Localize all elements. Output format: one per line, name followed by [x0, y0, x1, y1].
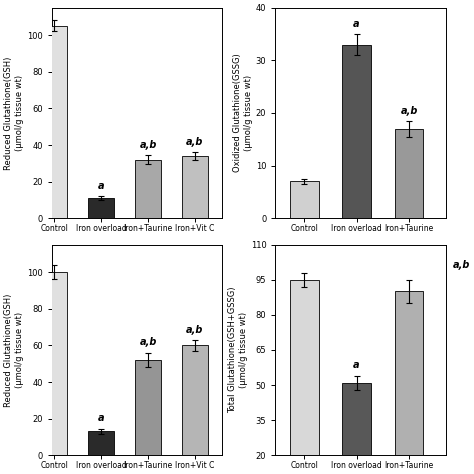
Text: a,b: a,b — [139, 337, 157, 347]
Y-axis label: Reduced Glutathione(GSH)
(μmol/g tissue wt): Reduced Glutathione(GSH) (μmol/g tissue … — [4, 293, 24, 407]
Bar — [290, 280, 319, 474]
Bar — [395, 292, 423, 474]
Bar — [88, 198, 114, 219]
Text: a,b: a,b — [401, 106, 418, 116]
Text: a,b: a,b — [139, 140, 157, 150]
Y-axis label: Oxidized Glutathione(GSSG)
(μmol/g tissue wt): Oxidized Glutathione(GSSG) (μmol/g tissu… — [233, 54, 253, 173]
Bar — [41, 272, 67, 456]
Y-axis label: Total Glutathione(GSH+GSSG)
(μmol/g tissue wt): Total Glutathione(GSH+GSSG) (μmol/g tiss… — [228, 287, 248, 413]
Bar — [342, 45, 371, 219]
Bar — [395, 129, 423, 219]
Bar — [182, 156, 208, 219]
Text: a: a — [98, 413, 104, 423]
Bar — [135, 360, 161, 456]
Text: a: a — [98, 181, 104, 191]
Bar — [290, 182, 319, 219]
Bar — [447, 284, 474, 474]
Text: a,b: a,b — [186, 325, 204, 335]
Text: a: a — [353, 19, 360, 29]
Bar — [88, 431, 114, 456]
Bar — [135, 160, 161, 219]
Bar — [447, 113, 474, 219]
Y-axis label: Reduced Glutathione(GSH)
(μmol/g tissue wt): Reduced Glutathione(GSH) (μmol/g tissue … — [4, 56, 24, 170]
Text: a,b: a,b — [453, 260, 470, 270]
Bar — [342, 383, 371, 474]
Bar — [182, 346, 208, 456]
Text: a,b: a,b — [186, 137, 204, 147]
Text: a: a — [353, 360, 360, 371]
Bar — [41, 26, 67, 219]
